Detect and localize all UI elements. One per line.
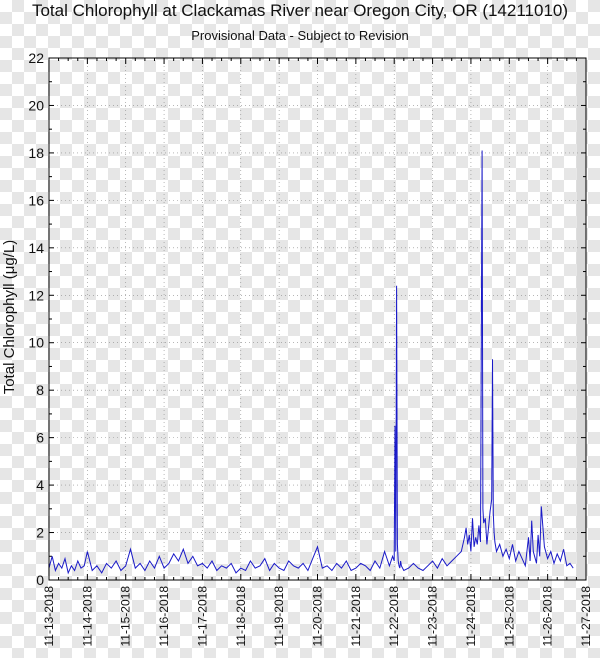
chart-subtitle: Provisional Data - Subject to Revision [191,28,409,43]
x-tick-label: 11-13-2018 [42,586,56,647]
x-tick-label: 11-14-2018 [80,586,94,647]
y-tick-label: 0 [36,572,44,588]
x-tick-label: 11-27-2018 [579,586,593,647]
x-tick-label: 11-21-2018 [349,586,363,647]
y-tick-label: 18 [28,145,44,161]
y-tick-label: 22 [28,50,44,66]
x-tick-labels: 11-13-2018 11-14-2018 11-15-2018 11-16-2018… [42,586,593,647]
grid-lines [49,58,586,580]
y-tick-label: 16 [28,192,44,208]
plot-frame [48,57,587,581]
y-tick-label: 2 [36,525,44,541]
y-tick-label: 14 [28,240,44,256]
y-tick-label: 8 [36,382,44,398]
y-tick-label: 12 [28,287,44,303]
x-tick-label: 11-22-2018 [387,586,401,647]
x-tick-label: 11-16-2018 [157,586,171,647]
y-tick-label: 6 [36,430,44,446]
x-tick-label: 11-23-2018 [426,586,440,647]
x-tick-label: 11-17-2018 [195,586,209,647]
y-tick-label: 4 [36,477,44,493]
y-tick-labels: 0 2 4 6 8 10 12 14 16 18 20 22 [28,50,44,588]
series-line [48,150,574,575]
chart-title: Total Chlorophyll at Clackamas River nea… [31,1,569,20]
x-tick-label: 11-24-2018 [464,586,478,647]
x-tick-label: 11-18-2018 [234,586,248,647]
x-tick-label: 11-15-2018 [119,586,133,647]
x-tick-label: 11-26-2018 [541,586,555,647]
shaded-region [576,58,586,580]
y-tick-label: 20 [28,97,44,113]
x-tick-label: 11-25-2018 [502,586,516,647]
x-tick-label: 11-20-2018 [311,586,325,647]
y-tick-label: 10 [28,335,44,351]
x-tick-label: 11-19-2018 [272,586,286,647]
